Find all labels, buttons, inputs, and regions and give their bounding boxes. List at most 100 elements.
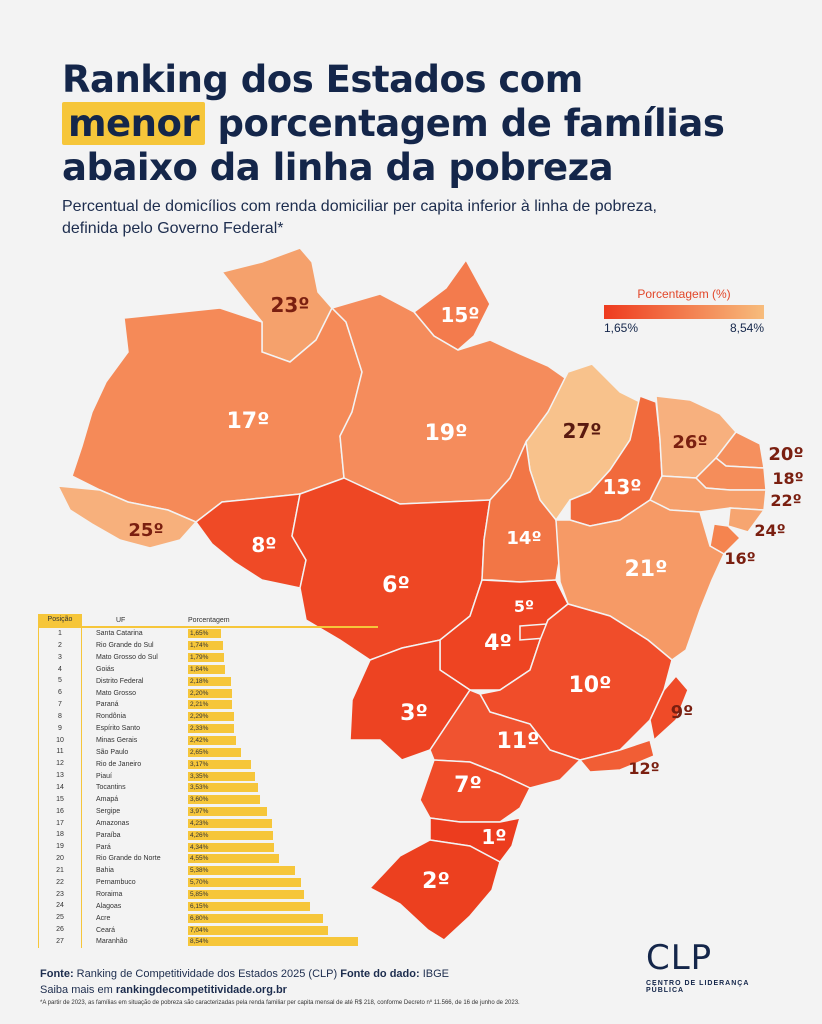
map-rank-label: 10º	[568, 673, 611, 698]
data-source-text: IBGE	[422, 968, 450, 980]
title-line3: abaixo da linha da pobreza	[62, 146, 614, 189]
row-uf: Paraíba	[96, 831, 121, 839]
row-percentage-bar: 3,97%	[188, 807, 268, 817]
map-rank-label: 25º	[128, 520, 163, 541]
row-percentage-bar: 1,79%	[188, 653, 224, 663]
table-row: 11 São Paulo 2,65%	[38, 746, 378, 759]
table-row: 27 Maranhão 8,54%	[38, 935, 378, 948]
legend-title: Porcentagem (%)	[637, 287, 731, 301]
row-uf: Pará	[96, 843, 111, 851]
row-percentage-bar: 2,65%	[188, 747, 241, 757]
row-position: 21	[38, 864, 82, 877]
legend-gradient-bar	[604, 305, 764, 319]
row-percentage-bar: 2,20%	[188, 688, 232, 698]
row-percentage-bar: 2,18%	[188, 676, 232, 686]
row-percentage-bar: 4,26%	[188, 830, 273, 840]
row-position: 17	[38, 817, 82, 830]
map-rank-label: 24º	[754, 521, 785, 540]
row-percentage-bar: 6,15%	[188, 901, 311, 911]
table-row: 10 Minas Gerais 2,42%	[38, 734, 378, 747]
table-row: 13 Piauí 3,35%	[38, 770, 378, 782]
table-row: 25 Acre 6,80%	[38, 912, 378, 925]
row-uf: Amazonas	[96, 819, 130, 827]
row-position: 2	[38, 639, 82, 652]
map-rank-label: 16º	[724, 549, 755, 568]
table-row: 18 Paraíba 4,26%	[38, 829, 378, 842]
row-uf: Espírito Santo	[96, 725, 140, 733]
table-row: 1 Santa Catarina 1,65%	[38, 628, 378, 640]
row-percentage-bar: 1,84%	[188, 664, 225, 674]
row-position: 6	[38, 687, 82, 700]
table-row: 24 Alagoas 6,15%	[38, 900, 378, 913]
header-percentage: Porcentagem	[188, 616, 230, 624]
row-uf: Bahia	[96, 867, 114, 875]
learn-more-link[interactable]: rankingdecompetitividade.org.br	[115, 984, 287, 996]
map-rank-label: 2º	[422, 869, 450, 894]
table-row: 26 Ceará 7,04%	[38, 924, 378, 936]
row-uf: Acre	[96, 914, 111, 922]
row-position: 5	[38, 675, 82, 688]
row-position: 7	[38, 699, 82, 711]
legend-min-label: 1,65%	[604, 321, 639, 335]
row-uf: Sergipe	[96, 808, 121, 816]
row-position: 22	[38, 876, 82, 889]
row-uf: Rondônia	[96, 713, 126, 721]
row-uf: Distrito Federal	[96, 677, 144, 685]
row-uf: Santa Catarina	[96, 630, 143, 638]
row-position: 23	[38, 888, 82, 901]
table-row: 22 Pernambuco 5,70%	[38, 876, 378, 889]
table-row: 21 Bahia 5,38%	[38, 864, 378, 877]
table-row: 9 Espírito Santo 2,33%	[38, 722, 378, 735]
table-row: 2 Rio Grande do Sul 1,74%	[38, 639, 378, 652]
map-rank-label: 5º	[514, 597, 534, 616]
map-rank-label: 4º	[484, 631, 512, 656]
learn-more-text: Saiba mais em	[40, 984, 113, 996]
row-position: 19	[38, 841, 82, 854]
row-uf: Paraná	[96, 701, 119, 709]
row-position: 8	[38, 710, 82, 723]
row-percentage-bar: 5,70%	[188, 878, 302, 888]
row-position: 13	[38, 770, 82, 782]
map-rank-label: 12º	[628, 759, 659, 778]
table-header: Posição UF Porcentagem	[38, 614, 378, 628]
title-line1: Ranking dos Estados com	[62, 58, 583, 101]
row-percentage-bar: 4,55%	[188, 854, 279, 864]
state-parana	[419, 759, 532, 823]
source-label: Fonte:	[40, 968, 74, 980]
row-percentage-bar: 3,60%	[188, 795, 260, 805]
row-position: 3	[38, 651, 82, 664]
map-rank-label: 20º	[768, 444, 803, 465]
map-rank-label: 18º	[772, 469, 803, 488]
map-rank-label: 3º	[400, 701, 428, 726]
table-row: 8 Rondônia 2,29%	[38, 710, 378, 723]
row-position: 12	[38, 758, 82, 771]
row-uf: Piauí	[96, 772, 112, 780]
page-title: Ranking dos Estados com menor porcentage…	[62, 58, 782, 190]
map-rank-label: 1º	[481, 825, 506, 849]
row-uf: Rio Grande do Sul	[96, 642, 154, 650]
map-rank-label: 6º	[382, 573, 410, 598]
state-sao-paulo	[429, 689, 582, 789]
table-row: 5 Distrito Federal 2,18%	[38, 675, 378, 688]
row-uf: Mato Grosso do Sul	[96, 654, 158, 662]
row-uf: Alagoas	[96, 902, 122, 910]
row-position: 26	[38, 924, 82, 936]
logo-main-text: CLP	[646, 938, 713, 978]
source-block: Fonte: Ranking de Competitividade dos Es…	[40, 966, 449, 998]
footnote: *A partir de 2023, as famílias em situaç…	[40, 1000, 520, 1006]
clp-logo: CLP CENTRO DE LIDERANÇA PÚBLICA	[646, 938, 786, 994]
ranking-table: Posição UF Porcentagem 1 Santa Catarina 1,…	[38, 614, 378, 948]
table-body: 1 Santa Catarina 1,65% 2 Rio Grande do Sul 1,…	[38, 628, 378, 948]
row-position: 16	[38, 805, 82, 818]
legend-max-label: 8,54%	[729, 321, 764, 335]
row-percentage-bar: 5,85%	[188, 889, 305, 899]
row-position: 11	[38, 746, 82, 759]
row-percentage-bar: 4,34%	[188, 842, 275, 852]
state-espirito-santo	[649, 674, 689, 742]
map-rank-label: 26º	[672, 432, 707, 453]
row-position: 27	[38, 935, 82, 948]
source-text: Ranking de Competitividade dos Estados 2…	[76, 968, 338, 980]
row-percentage-bar: 1,65%	[188, 629, 221, 639]
table-row: 16 Sergipe 3,97%	[38, 805, 378, 818]
